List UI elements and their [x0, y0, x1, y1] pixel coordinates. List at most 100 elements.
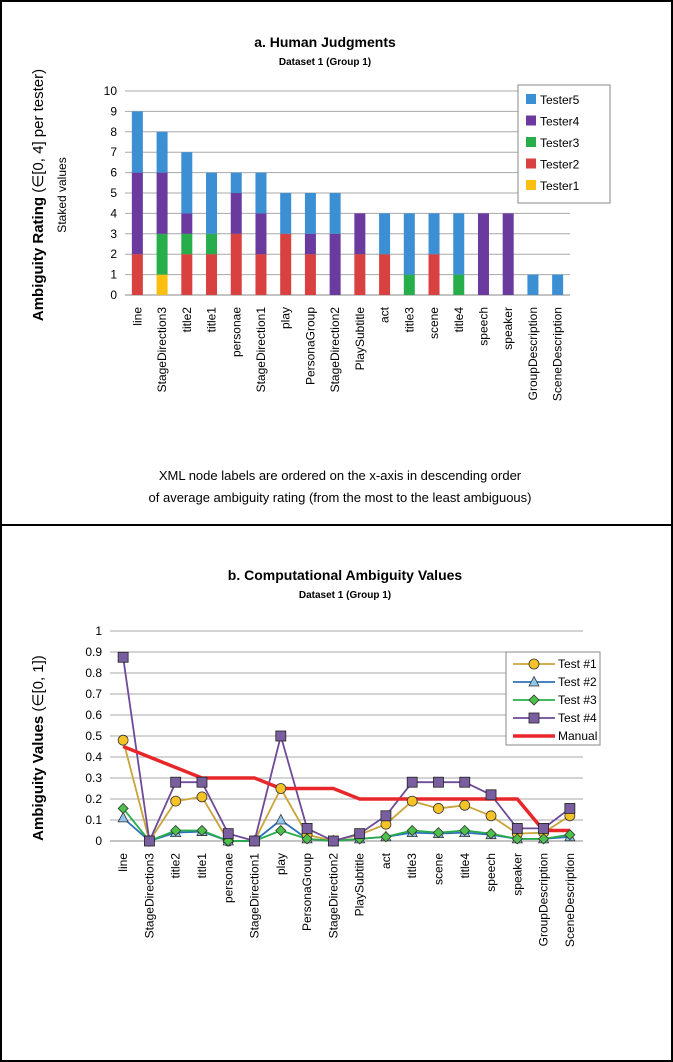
chart-b-ylabel: Ambiguity Values (∈[0, 1]): [30, 655, 47, 841]
series-line: [122, 739, 571, 842]
bar-segment: [428, 254, 440, 295]
data-point: [222, 828, 234, 840]
axis-note-line1: XML node labels are ordered on the x-axi…: [159, 468, 522, 483]
bar-segment: [206, 172, 218, 234]
chart-a-ylabel-sub: Staked values: [55, 157, 69, 232]
bar-segment: [329, 233, 341, 295]
chart-a-title: a. Human Judgments: [254, 34, 396, 50]
data-point: [406, 824, 418, 837]
bar-segment: [354, 213, 366, 255]
x-tick-label-b: StageDirection3: [142, 853, 156, 939]
x-tick-label-a: PlaySubtitle: [353, 307, 367, 371]
data-point: [275, 813, 287, 825]
bar-segment: [527, 274, 539, 295]
y-tick-label-a: 8: [110, 125, 117, 139]
y-tick-label-a: 6: [110, 166, 117, 180]
bar-segment: [131, 254, 143, 295]
x-tick-label-a: StageDirection3: [155, 307, 169, 393]
bar-segment: [156, 274, 168, 295]
bar-segment: [181, 254, 193, 295]
legend-swatch: [526, 94, 536, 104]
bar-segment: [156, 131, 168, 173]
chart-a-ylabel: Ambiguity Rating (∈[0, 4] per tester): [30, 69, 47, 321]
bar-segment: [502, 213, 514, 295]
chart-b-title: b. Computational Ambiguity Values: [228, 567, 463, 583]
series-line-manual: [122, 744, 570, 833]
x-tick-label-a: StageDirection2: [328, 307, 342, 393]
x-tick-label-a: StageDirection1: [254, 307, 268, 393]
data-point: [196, 824, 208, 837]
x-tick-label-b: speaker: [510, 853, 524, 896]
data-point: [459, 824, 471, 837]
axis-note-line2: of average ambiguity rating (from the mo…: [149, 490, 532, 505]
bar-segment: [304, 233, 316, 255]
x-tick-label-b: SceneDescription: [563, 853, 577, 947]
x-tick-label-a: speaker: [501, 307, 515, 350]
data-point: [511, 833, 523, 845]
legend-label: Test #3: [558, 693, 597, 707]
y-tick-label-a: 9: [110, 104, 117, 118]
bar-segment: [403, 274, 415, 295]
bar-segment: [181, 213, 193, 234]
chart-b-ylabel-range: (∈[0, 1]): [30, 655, 47, 716]
data-point: [433, 803, 444, 814]
legend-swatch: [526, 180, 536, 190]
x-tick-label-a: title1: [205, 307, 219, 333]
y-tick-label-a: 1: [110, 268, 117, 282]
x-tick-label-b: GroupDescription: [537, 853, 551, 946]
x-tick-label-b: personae: [221, 853, 235, 903]
x-tick-label-a: title3: [402, 307, 416, 333]
data-point: [275, 824, 287, 837]
data-point: [327, 835, 339, 847]
data-point: [564, 803, 576, 814]
data-point: [354, 828, 366, 840]
bar-segment: [329, 193, 341, 234]
bar-segment: [156, 233, 168, 275]
chart-b-plot: 0 0.1 0.2 0.3 0.4 0.5 0.6 0.7 0.8 0.9 1 line StageDi…: [85, 624, 601, 947]
legend-label: Test #4: [558, 711, 597, 725]
legend-swatch: [526, 158, 536, 169]
chart-b-ylabel-main: Ambiguity Values: [30, 716, 47, 841]
bar-segment: [280, 233, 292, 295]
bar-segment: [255, 213, 267, 255]
x-tick-label-a: SceneDescription: [551, 307, 565, 401]
x-tick-label-b: title3: [405, 853, 419, 879]
data-point: [485, 828, 497, 840]
data-point: [249, 835, 260, 847]
y-tick-label-b: 0.5: [85, 729, 102, 743]
bar-segment: [131, 111, 143, 173]
panel-b-frame: [0, 524, 673, 1062]
data-point: [485, 789, 497, 801]
data-point: [538, 833, 550, 845]
x-tick-label-a: act: [378, 306, 392, 323]
y-tick-label-b: 0: [95, 834, 102, 848]
data-point: [538, 823, 549, 834]
bar-segment: [428, 213, 440, 255]
bar-segment: [403, 213, 415, 275]
data-point: [170, 795, 182, 807]
x-tick-label-a: PersonaGroup: [303, 307, 317, 385]
data-point: [144, 835, 155, 847]
data-point: [459, 799, 471, 811]
x-tick-label-b: scene: [431, 853, 445, 885]
legend-b-box: [505, 651, 601, 746]
y-tick-label-a: 2: [110, 247, 117, 261]
data-point: [485, 810, 497, 822]
bar-segment: [255, 172, 267, 214]
y-tick-label-b: 0.7: [85, 687, 102, 701]
y-tick-label-b: 0.4: [85, 750, 102, 764]
bar-segment: [156, 172, 168, 234]
data-point: [406, 776, 418, 788]
legend-swatch: [526, 115, 536, 126]
bar-segment: [206, 254, 218, 295]
data-point: [432, 827, 445, 839]
x-tick-label-a: title4: [452, 307, 466, 333]
x-tick-label-a: speech: [476, 307, 490, 346]
bar-segment: [354, 254, 366, 295]
x-tick-label-a: personae: [229, 307, 243, 357]
legend-a: Tester5 Tester4 Tester3 Tester2 Tester1: [517, 84, 611, 204]
y-tick-label-b: 0.3: [85, 771, 102, 785]
x-tick-label-b: title2: [169, 853, 183, 879]
legend-label: Tester2: [540, 158, 580, 172]
x-tick-label-b: PlaySubtitle: [353, 853, 367, 917]
